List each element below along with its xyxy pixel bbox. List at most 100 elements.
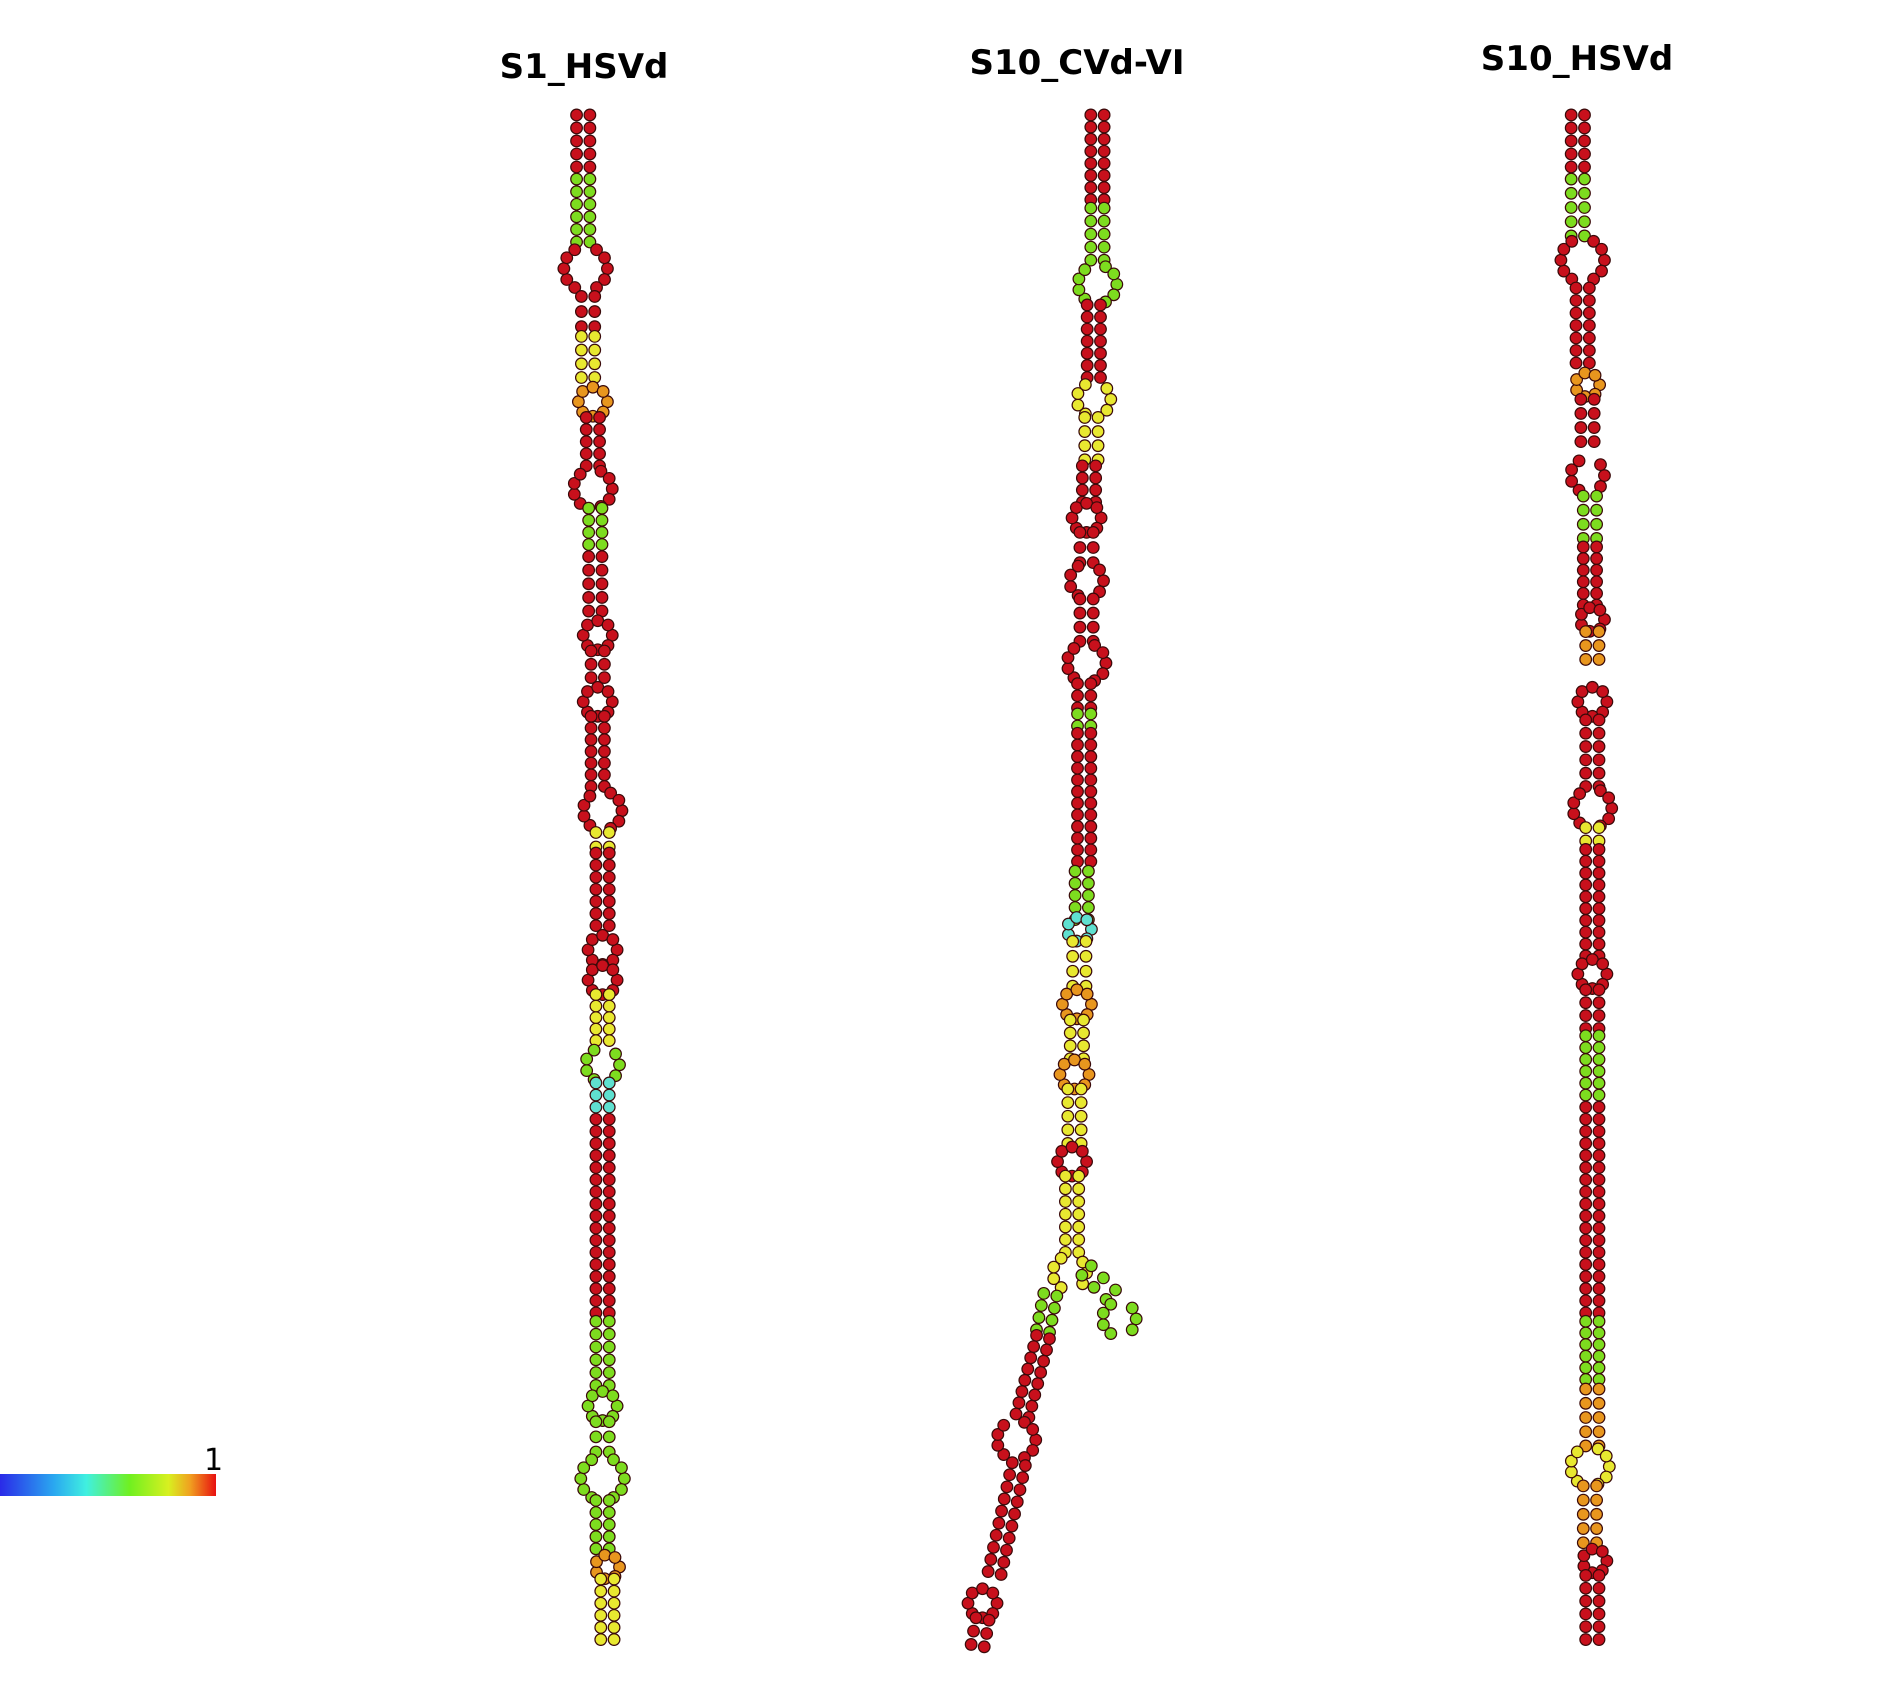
nucleotide — [1026, 1443, 1040, 1457]
nucleotide — [583, 197, 597, 211]
nucleotide — [1578, 121, 1591, 135]
nucleotide — [980, 1627, 994, 1640]
nucleotide — [602, 882, 616, 896]
nucleotide — [1578, 366, 1592, 380]
nucleotide — [602, 1233, 616, 1247]
nucleotide — [589, 1270, 603, 1283]
nucleotide — [1071, 677, 1084, 691]
nucleotide — [1578, 201, 1591, 214]
nucleotide — [1592, 1581, 1606, 1595]
nucleotide — [1599, 1470, 1613, 1484]
nucleotide — [1565, 474, 1579, 488]
nucleotide — [594, 1596, 608, 1610]
nucleotide — [1592, 1569, 1606, 1582]
nucleotide — [1579, 854, 1593, 868]
nucleotide — [1091, 425, 1105, 438]
nucleotide — [574, 343, 588, 357]
nucleotide — [570, 147, 583, 161]
nucleotide — [1072, 1233, 1086, 1247]
nucleotide — [574, 290, 588, 303]
nucleotide — [1592, 1258, 1606, 1271]
nucleotide — [1003, 1468, 1017, 1482]
nucleotide — [1081, 876, 1095, 890]
nucleotide — [582, 501, 596, 515]
nucleotide — [1579, 925, 1593, 939]
nucleotide — [1579, 1326, 1593, 1340]
nucleotide — [1592, 1041, 1606, 1055]
nucleotide — [991, 1428, 1005, 1441]
nucleotide — [567, 476, 581, 490]
nucleotide — [1009, 1407, 1023, 1421]
nucleotide — [597, 709, 611, 723]
nucleotide — [1585, 1542, 1599, 1556]
nucleotide — [1592, 766, 1606, 780]
nucleotide — [987, 1540, 1000, 1554]
nucleotide — [1565, 463, 1579, 477]
nucleotide — [1043, 1332, 1056, 1346]
nucleotide — [1579, 753, 1593, 767]
nucleotide — [1012, 1396, 1026, 1410]
nucleotide — [589, 1011, 603, 1025]
nucleotide — [1579, 1124, 1593, 1138]
nucleotide — [597, 768, 611, 782]
nucleotide — [1569, 356, 1583, 370]
nucleotide — [602, 1314, 616, 1328]
nucleotide — [1579, 1149, 1593, 1162]
nucleotide — [1592, 1161, 1606, 1175]
nucleotide — [588, 290, 602, 303]
nucleotide — [595, 538, 609, 551]
nucleotide — [1577, 1549, 1591, 1563]
nucleotide — [557, 262, 571, 276]
nucleotide — [594, 1621, 608, 1634]
nucleotide — [1075, 1144, 1089, 1158]
nucleotide — [1081, 864, 1095, 878]
colorbar — [0, 1474, 216, 1496]
nucleotide — [1100, 382, 1114, 395]
nucleotide — [579, 411, 593, 424]
nucleotide — [1073, 541, 1087, 554]
nucleotide — [1592, 1382, 1606, 1396]
nucleotide — [1073, 620, 1087, 634]
nucleotide — [1037, 1354, 1050, 1368]
nucleotide — [1081, 888, 1095, 902]
nucleotide — [1569, 344, 1583, 357]
nucleotide — [1031, 1377, 1045, 1391]
nucleotide — [1084, 169, 1098, 182]
nucleotide — [601, 618, 615, 632]
nucleotide — [1071, 726, 1084, 740]
nucleotide — [1084, 773, 1098, 787]
nucleotide — [1084, 831, 1098, 845]
nucleotide — [1579, 937, 1593, 951]
nucleotide — [602, 1366, 616, 1380]
nucleotide — [1066, 949, 1080, 963]
nucleotide — [1097, 144, 1111, 158]
nucleotide — [589, 1430, 603, 1444]
nucleotide — [1084, 750, 1098, 763]
nucleotide — [583, 160, 597, 174]
nucleotide — [1564, 134, 1578, 148]
nucleotide — [1579, 1349, 1593, 1363]
nucleotide — [1086, 620, 1100, 634]
nucleotide — [597, 721, 611, 735]
nucleotide — [598, 251, 611, 265]
nucleotide — [1578, 215, 1591, 229]
nucleotide — [1590, 1507, 1604, 1521]
nucleotide — [602, 1282, 616, 1296]
nucleotide — [589, 1233, 603, 1247]
nucleotide — [1592, 1620, 1606, 1634]
nucleotide — [1084, 201, 1098, 215]
nucleotide — [1018, 1459, 1032, 1472]
nucleotide — [1587, 435, 1601, 449]
nucleotide — [579, 447, 593, 461]
nucleotide — [568, 243, 582, 257]
nucleotide — [602, 1185, 616, 1199]
nucleotide — [1058, 1207, 1072, 1221]
nucleotide — [1564, 172, 1578, 186]
nucleotide — [582, 604, 596, 618]
nucleotide — [1077, 1026, 1090, 1040]
nucleotide — [1579, 866, 1593, 880]
nucleotide — [1024, 1351, 1038, 1365]
nucleotide — [584, 657, 598, 671]
nucleotide — [1579, 1411, 1593, 1424]
nucleotide — [1016, 1471, 1030, 1485]
